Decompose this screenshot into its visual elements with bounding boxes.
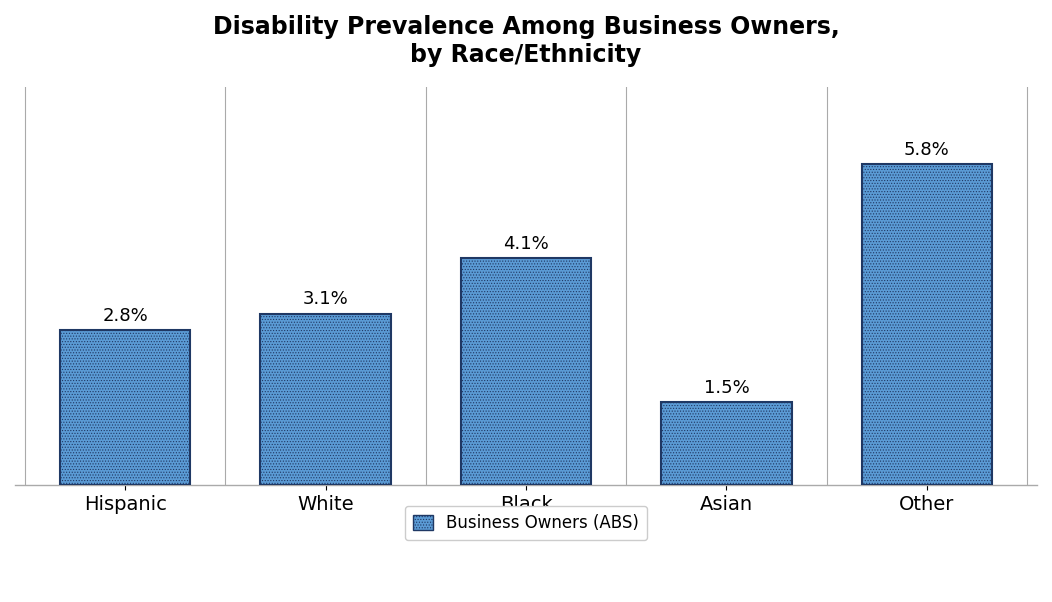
Text: 4.1%: 4.1% — [503, 235, 549, 253]
Text: 3.1%: 3.1% — [303, 290, 348, 308]
Bar — [662, 402, 791, 485]
Text: 5.8%: 5.8% — [904, 141, 950, 159]
Legend: Business Owners (ABS): Business Owners (ABS) — [405, 506, 647, 541]
Bar — [261, 314, 390, 485]
Bar — [862, 164, 992, 485]
Bar — [461, 258, 591, 485]
Title: Disability Prevalence Among Business Owners,
by Race/Ethnicity: Disability Prevalence Among Business Own… — [213, 15, 839, 67]
Text: 2.8%: 2.8% — [102, 306, 148, 324]
Bar — [60, 330, 190, 485]
Text: 1.5%: 1.5% — [704, 379, 749, 397]
